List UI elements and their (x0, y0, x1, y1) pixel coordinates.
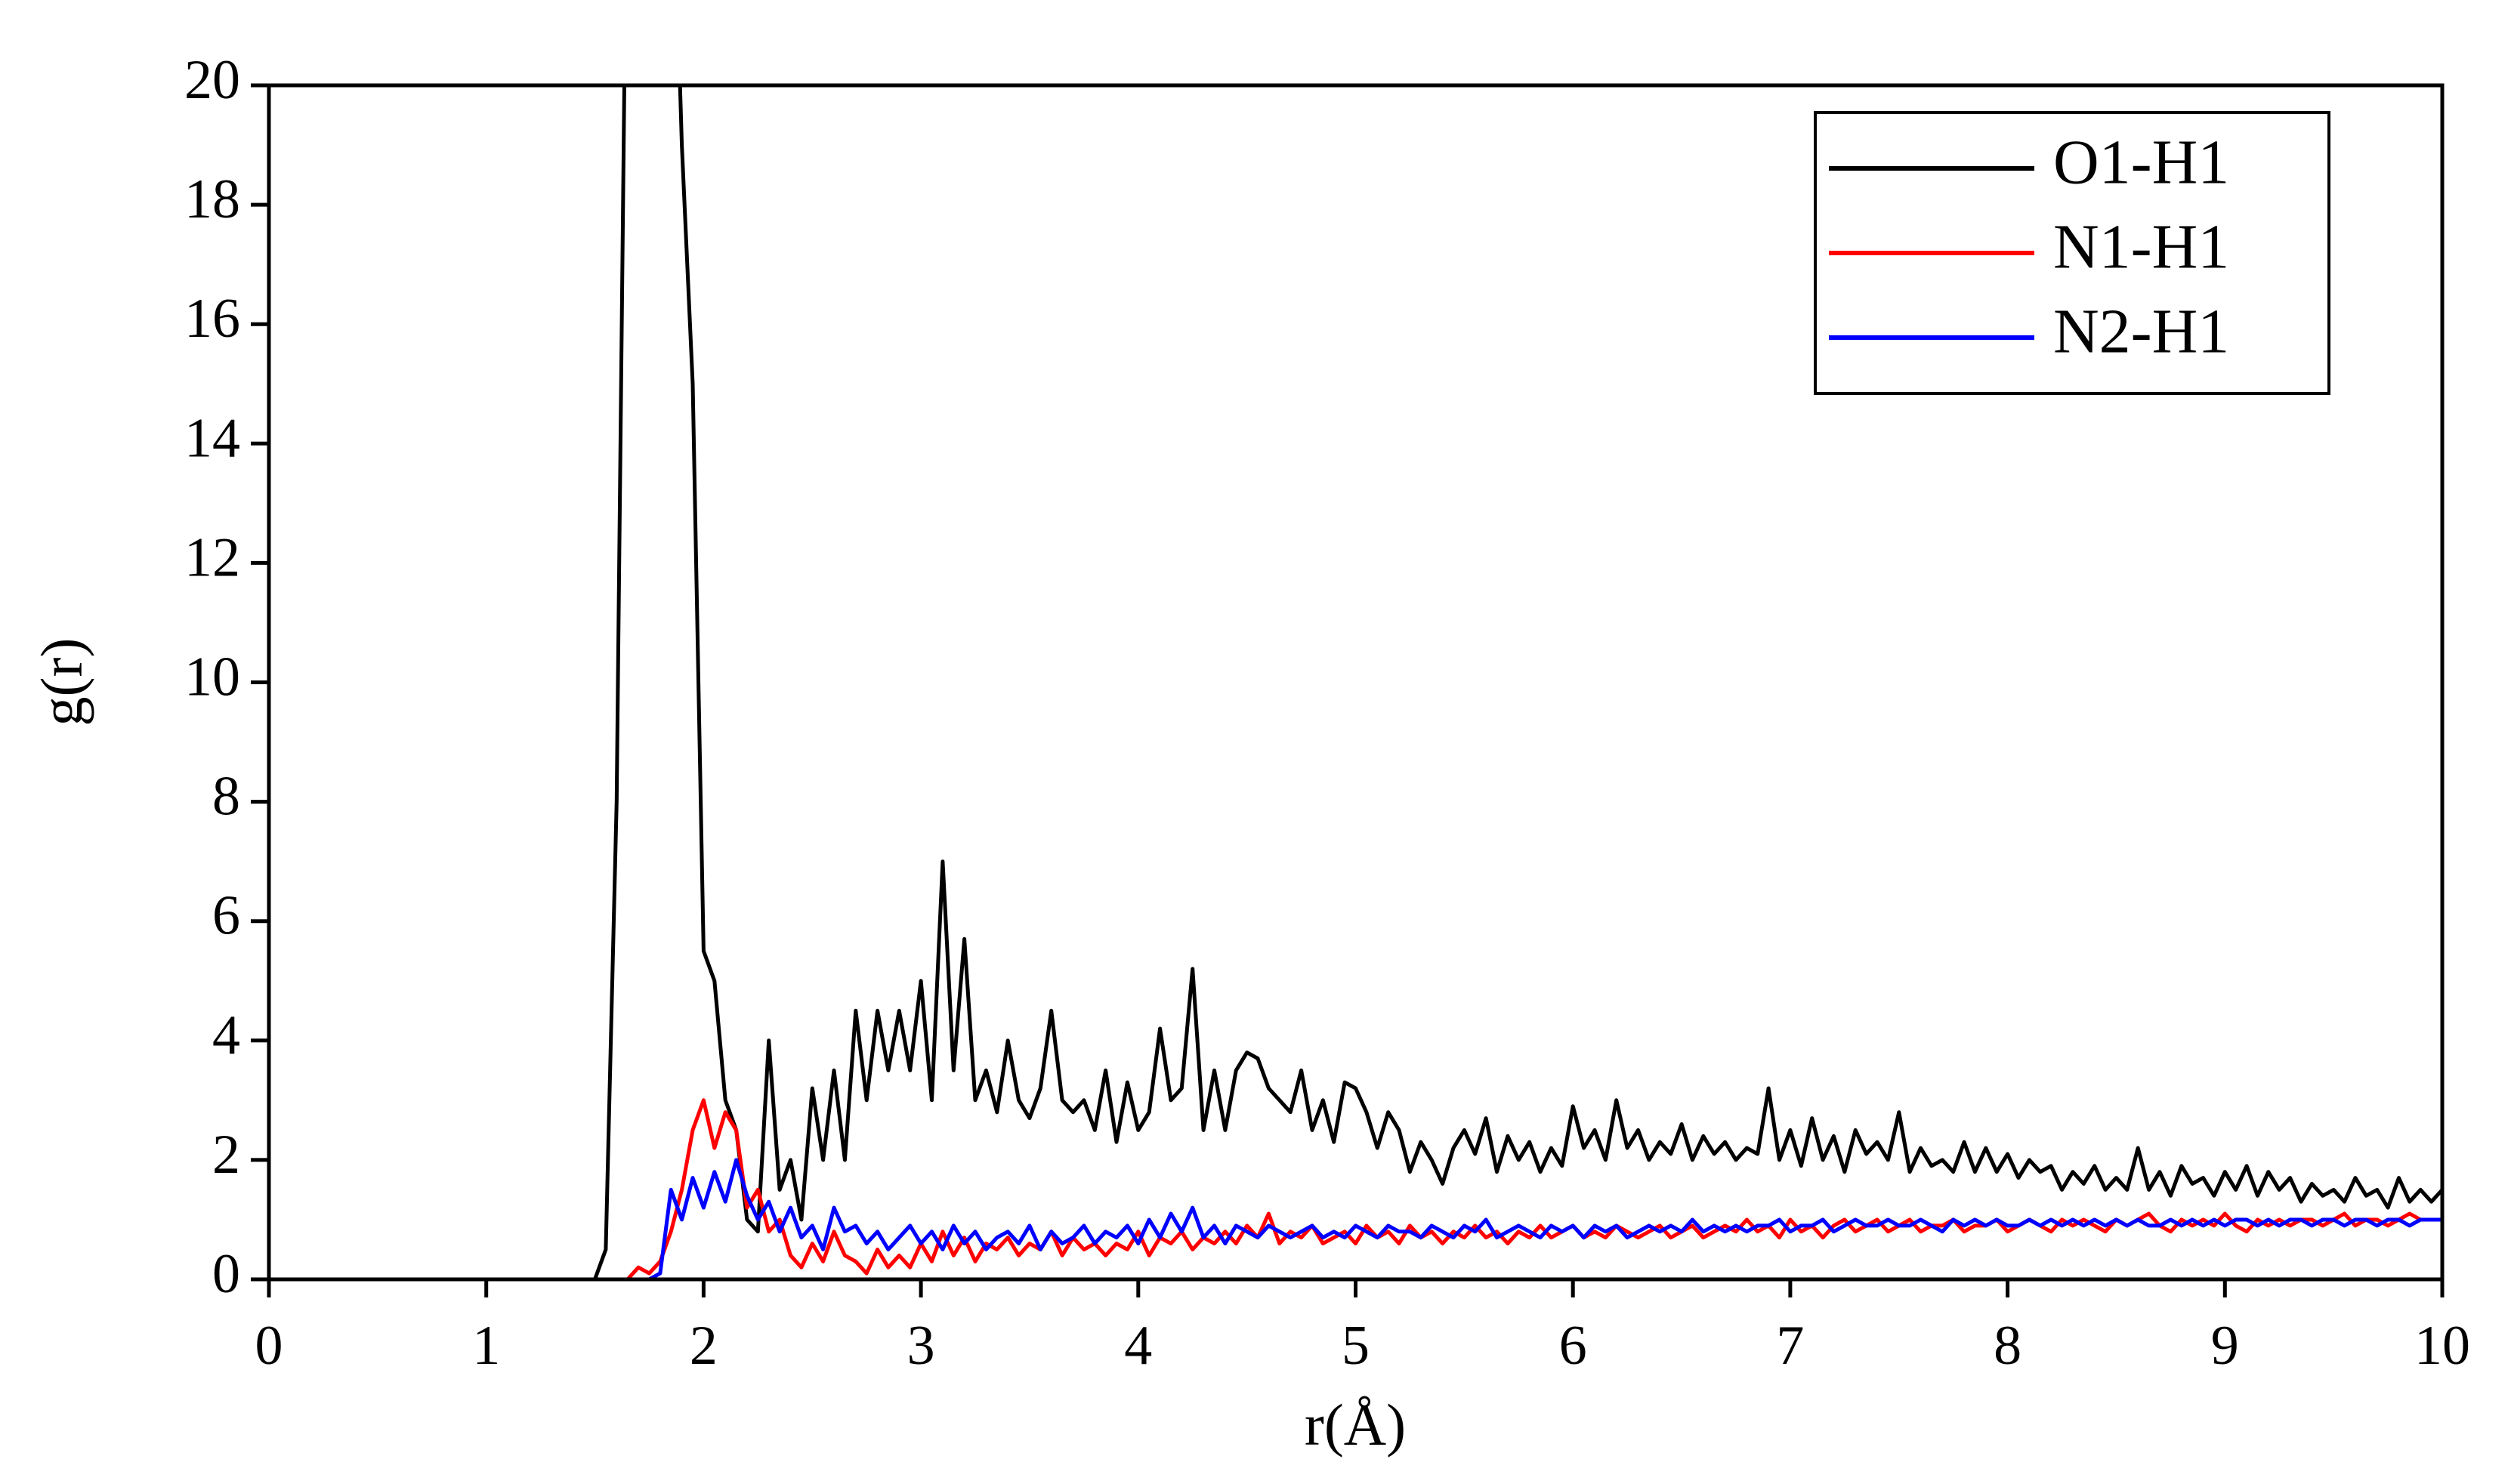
legend-label: N1-H1 (2053, 211, 2229, 282)
x-tick-label: 2 (690, 1315, 718, 1377)
series-layer (269, 85, 2442, 1279)
y-tick-label: 14 (184, 407, 240, 469)
y-tick-label: 0 (212, 1243, 240, 1305)
y-tick-label: 6 (212, 885, 240, 947)
x-tick-label: 8 (1994, 1315, 2021, 1377)
legend: O1-H1 N1-H1 N2-H1 (1814, 111, 2330, 395)
x-tick-label: 10 (2414, 1315, 2470, 1377)
series-line (269, 1098, 2442, 1279)
y-tick-label: 4 (212, 1004, 240, 1066)
y-tick-label: 8 (212, 766, 240, 828)
y-tick-label: 10 (184, 646, 240, 708)
x-axis-title: r(Å) (1305, 1392, 1406, 1458)
series-line (269, 1158, 2442, 1279)
x-tick-label: 1 (472, 1315, 500, 1377)
legend-label: O1-H1 (2053, 127, 2229, 197)
legend-label: N2-H1 (2053, 296, 2229, 366)
x-tick-label: 3 (907, 1315, 935, 1377)
y-axis-title: g(r) (29, 638, 94, 727)
y-tick-label: 20 (184, 49, 240, 111)
x-tick-label: 5 (1342, 1315, 1370, 1377)
x-tick-label: 0 (255, 1315, 283, 1377)
x-tick-label: 9 (2211, 1315, 2239, 1377)
x-tick-label: 7 (1776, 1315, 1804, 1377)
x-tick-label: 4 (1124, 1315, 1152, 1377)
y-tick-label: 16 (184, 288, 240, 350)
x-tick-label: 6 (1559, 1315, 1587, 1377)
series-line (269, 85, 2442, 1279)
y-tick-label: 12 (184, 526, 240, 588)
y-tick-label: 2 (212, 1124, 240, 1186)
y-tick-label: 18 (184, 168, 240, 230)
